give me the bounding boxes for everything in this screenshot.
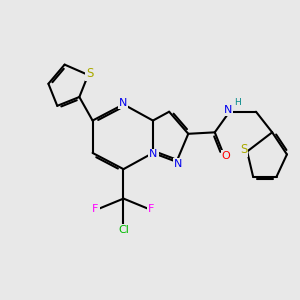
Text: O: O — [222, 151, 230, 161]
Text: H: H — [234, 98, 241, 106]
Text: N: N — [119, 98, 127, 108]
Text: N: N — [224, 105, 232, 115]
Text: N: N — [149, 149, 158, 159]
Text: Cl: Cl — [118, 225, 129, 235]
Text: S: S — [86, 67, 93, 80]
Text: F: F — [92, 204, 99, 214]
Text: S: S — [240, 143, 247, 157]
Text: F: F — [148, 204, 155, 214]
Text: N: N — [174, 159, 182, 169]
